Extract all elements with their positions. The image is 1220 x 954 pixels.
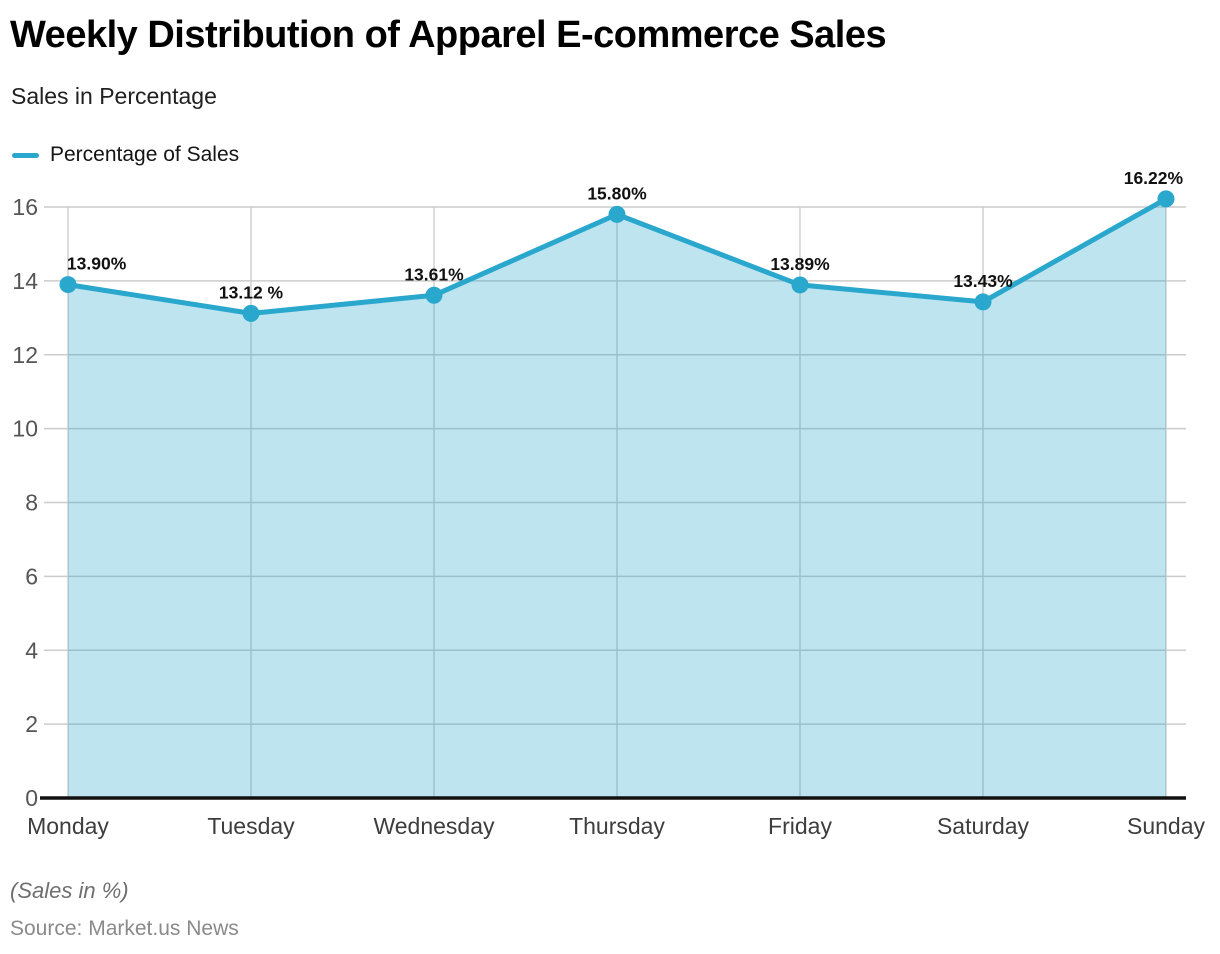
chart-subtitle: Sales in Percentage xyxy=(11,83,217,109)
legend-label: Percentage of Sales xyxy=(50,143,240,166)
y-axis-tick-label: 6 xyxy=(25,563,38,589)
x-axis-category-label: Thursday xyxy=(569,813,665,839)
data-point-label: 13.61% xyxy=(404,264,464,284)
x-axis-category-label: Monday xyxy=(27,813,109,839)
data-point-marker[interactable] xyxy=(1157,190,1175,208)
x-axis-category-label: Tuesday xyxy=(207,813,295,839)
data-point-label: 13.12 % xyxy=(219,282,284,302)
x-axis-category-label: Sunday xyxy=(1127,813,1206,839)
data-point-marker[interactable] xyxy=(608,205,626,223)
legend-line-swatch-icon xyxy=(12,152,39,158)
x-axis-category-label: Saturday xyxy=(937,813,1030,839)
data-point-label: 13.89% xyxy=(770,254,830,274)
chart-title: Weekly Distribution of Apparel E-commerc… xyxy=(10,14,887,56)
y-axis-tick-label: 4 xyxy=(25,637,38,663)
chart-footnote: (Sales in %) xyxy=(10,878,129,903)
data-point-label: 13.90% xyxy=(67,254,127,274)
chart-source: Source: Market.us News xyxy=(10,917,239,940)
data-point-label: 13.43% xyxy=(953,271,1013,291)
legend[interactable]: Percentage of Sales xyxy=(12,143,239,167)
y-axis-tick-label: 10 xyxy=(12,416,38,442)
data-point-marker[interactable] xyxy=(242,304,260,322)
series-area-fill xyxy=(68,198,1166,798)
data-point-label: 16.22% xyxy=(1124,168,1184,188)
data-point-marker[interactable] xyxy=(791,276,809,294)
y-axis-tick-label: 16 xyxy=(12,194,38,220)
data-point-marker[interactable] xyxy=(425,286,443,304)
y-axis-tick-label: 12 xyxy=(12,342,38,368)
y-axis-tick-label: 8 xyxy=(25,490,38,516)
y-axis-tick-label: 2 xyxy=(25,711,38,737)
x-axis-category-label: Wednesday xyxy=(373,813,495,839)
y-axis-tick-label: 14 xyxy=(12,268,38,294)
x-axis-category-label: Friday xyxy=(768,813,832,839)
data-point-marker[interactable] xyxy=(974,293,992,311)
data-point-label: 15.80% xyxy=(587,183,647,203)
y-axis-tick-label: 0 xyxy=(25,785,38,811)
data-point-marker[interactable] xyxy=(59,276,77,294)
